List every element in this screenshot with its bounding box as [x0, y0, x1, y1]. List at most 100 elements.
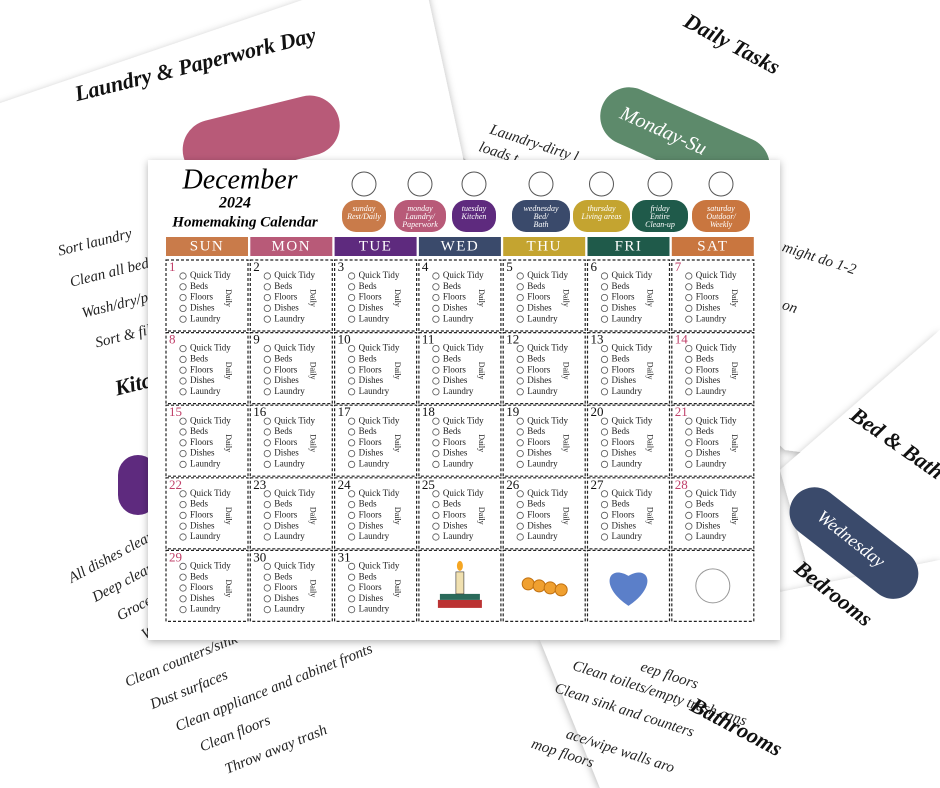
checklist-item: Dishes [527, 302, 552, 312]
day-cell [671, 477, 755, 550]
checkbox [685, 304, 693, 312]
checkbox [263, 428, 271, 436]
checklist-item: Floors [527, 364, 551, 374]
checkbox [347, 304, 356, 312]
icon [647, 171, 673, 197]
checklist-item: Floors [190, 292, 214, 302]
checklist-label: Daily [393, 434, 402, 452]
checklist-item: Quick Tidy [527, 415, 568, 425]
weekday: MON [272, 238, 312, 254]
checklist-item: Quick Tidy [696, 488, 737, 498]
tag-day: friday [650, 204, 670, 213]
day-number: 22 [169, 477, 182, 492]
checklist-item: Quick Tidy [359, 415, 400, 425]
checklist-item: Laundry [527, 386, 558, 396]
checkbox [685, 344, 693, 353]
checklist-label: Daily [224, 362, 233, 380]
day-tag [452, 200, 496, 232]
pill [182, 95, 340, 180]
checkbox [179, 595, 187, 603]
checklist-item: Quick Tidy [274, 343, 315, 353]
checkbox [347, 595, 356, 603]
checklist-label: Daily [477, 289, 486, 307]
checklist-item: Quick Tidy [612, 415, 653, 425]
checkbox [347, 533, 356, 541]
checkbox [685, 388, 693, 396]
checkbox [347, 293, 356, 302]
checklist-item: Laundry [443, 458, 474, 468]
checklist-item: Laundry [612, 531, 643, 541]
checklist-item: Quick Tidy [359, 343, 400, 353]
decor [521, 577, 535, 591]
day-cell [671, 549, 755, 623]
checkbox [685, 490, 693, 498]
checkbox [432, 272, 440, 280]
checkbox [600, 283, 609, 291]
checklist-item: Dishes [190, 593, 215, 603]
checkbox [263, 293, 271, 302]
tag-day: thursday [588, 204, 616, 213]
checkbox [263, 315, 271, 323]
day-cell [165, 332, 249, 405]
checklist-item: Quick Tidy [274, 270, 315, 280]
checkbox [516, 355, 524, 363]
day-number: 17 [338, 404, 352, 419]
decor [455, 571, 465, 595]
checkbox [600, 366, 609, 374]
checkbox [347, 315, 356, 323]
checkbox [685, 449, 693, 458]
checklist-item: Dishes [190, 302, 215, 312]
checklist-item: Laundry [696, 531, 727, 541]
day-cell [418, 404, 502, 477]
checkbox [263, 500, 271, 509]
checkbox [263, 522, 271, 530]
checkbox [432, 344, 440, 353]
day-tag [573, 200, 630, 232]
checklist-item: Dishes [696, 520, 721, 530]
checklist-item: Laundry [443, 386, 474, 396]
checklist-label: Daily [308, 434, 317, 452]
checklist-item: Dishes [612, 520, 637, 530]
checklist-label: Daily [561, 507, 570, 525]
checkbox [516, 449, 524, 458]
checklist-item: Quick Tidy [527, 343, 568, 353]
checkbox [347, 283, 356, 291]
checkbox [347, 500, 356, 509]
checklist-item: Beds [696, 281, 714, 291]
day-cell [334, 332, 418, 405]
checklist-label: Daily [730, 362, 739, 380]
checklist-item: Beds [359, 281, 377, 291]
checklist-item: Quick Tidy [190, 415, 231, 425]
checklist-item: Laundry [190, 386, 221, 396]
checkbox [263, 366, 271, 374]
checkbox [263, 417, 271, 425]
checklist-item: Quick Tidy [612, 488, 653, 498]
checklist-item: Beds [527, 426, 545, 436]
checkbox [347, 449, 356, 458]
checklist-item: Dishes [527, 375, 552, 385]
day-cell [165, 477, 249, 550]
decor [456, 560, 463, 571]
checklist-item: Dishes [527, 520, 552, 530]
checkbox [179, 428, 187, 436]
checkbox [179, 522, 187, 530]
weekday: FRI [615, 238, 643, 254]
checklist-item: Quick Tidy [359, 270, 400, 280]
checkbox [685, 315, 693, 323]
checklist-item: Laundry [359, 531, 390, 541]
checkbox [179, 562, 187, 571]
tag-focus: Living areas [581, 212, 622, 221]
checkbox [347, 511, 356, 520]
checklist-label: Daily [477, 434, 486, 452]
checkbox [347, 355, 356, 363]
checklist-item: Floors [443, 292, 467, 302]
checkbox [263, 272, 271, 280]
checklist-item: Dishes [696, 448, 721, 458]
checklist-item: Beds [359, 499, 377, 509]
checklist-item: Floors [359, 509, 383, 519]
checklist-item: Laundry [443, 313, 474, 323]
checklist-item: Beds [190, 426, 208, 436]
checklist-item: Beds [696, 353, 714, 363]
day-number: 31 [338, 549, 351, 564]
